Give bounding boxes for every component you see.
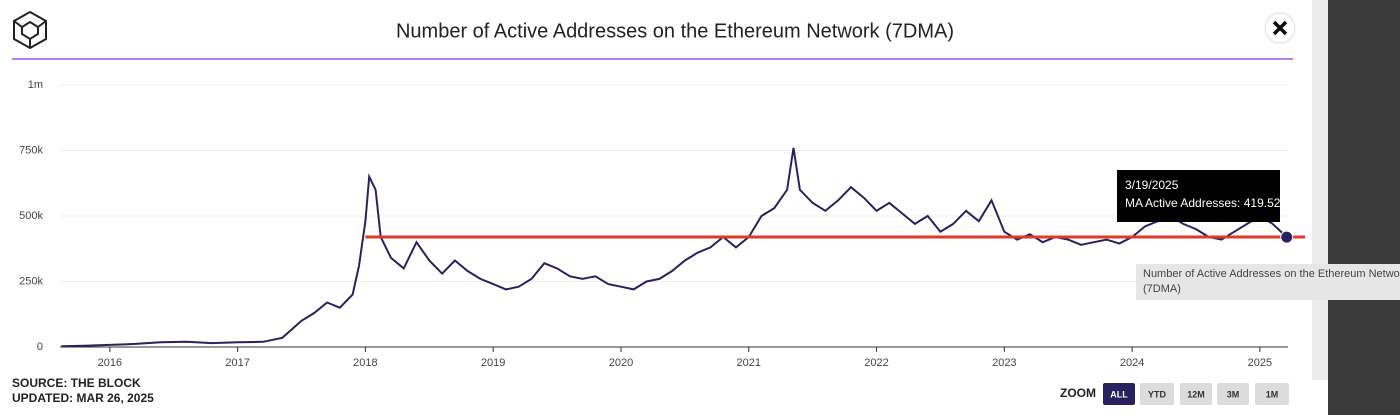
y-tick-label: 1m (28, 79, 43, 91)
tooltip-box (1117, 170, 1280, 222)
tooltip-title: 3/19/2025 (1125, 178, 1179, 192)
y-tick-label: 500k (19, 210, 43, 222)
x-tick-label: 2024 (1120, 357, 1144, 369)
x-tick-label: 2021 (737, 357, 761, 369)
zoom-button[interactable]: 3M (1217, 383, 1249, 405)
zoom-button[interactable]: YTD (1140, 383, 1174, 405)
zoom-button-bg (1255, 383, 1289, 405)
legend-box (1136, 264, 1400, 300)
zoom-button-bg (1180, 383, 1212, 405)
chart-title: Number of Active Addresses on the Ethere… (396, 20, 954, 42)
side-panel (1328, 0, 1400, 415)
x-tick-label: 2022 (864, 357, 888, 369)
legend-entry: Number of Active Addresses on the Ethere… (1143, 268, 1400, 295)
y-tick-label: 750k (19, 144, 43, 156)
x-tick-label: 2016 (98, 357, 122, 369)
close-button[interactable] (1264, 12, 1296, 44)
data-line (61, 147, 1288, 348)
y-tick-label: 250k (19, 275, 43, 287)
zoom-button-label[interactable]: ALL (1110, 389, 1128, 399)
x-tick-label: 2018 (353, 357, 377, 369)
hover-point (1280, 230, 1294, 244)
zoom-button[interactable]: ALL (1103, 383, 1135, 405)
zoom-button-label[interactable]: 12M (1187, 389, 1205, 399)
updated: UPDATED: MAR 26, 2025 (12, 391, 154, 405)
source: SOURCE: THE BLOCK (12, 376, 141, 390)
zoom-button-bg (1140, 383, 1174, 405)
zoom-button[interactable]: 1M (1255, 383, 1289, 405)
tooltip-text: MA Active Addresses: 419.52k (1125, 196, 1287, 210)
logo (13, 10, 47, 50)
x-tick-label: 2019 (481, 357, 505, 369)
x-tick-label: 2017 (225, 357, 249, 369)
zoom-button-label[interactable]: 3M (1227, 389, 1240, 399)
x-tick-label: 2025 (1248, 357, 1272, 369)
tooltip: 3/19/2025 MA Active Addresses: 419.52k (1117, 170, 1287, 222)
zoom-button-label[interactable]: 1M (1266, 389, 1279, 399)
zoom-label: ZOOM (1060, 386, 1096, 400)
zoom-button-bg (1217, 383, 1249, 405)
zoom-button-bg (1103, 383, 1135, 405)
scroll-strip (1312, 0, 1328, 380)
zoom-button[interactable]: 12M (1180, 383, 1212, 405)
x-tick-label: 2020 (609, 357, 633, 369)
x-tick-label: 2023 (992, 357, 1016, 369)
legend-tooltip: Number of Active Addresses on the Ethere… (1136, 264, 1400, 300)
zoom-button-label[interactable]: YTD (1148, 389, 1167, 399)
y-tick-label: 0 (37, 341, 43, 353)
